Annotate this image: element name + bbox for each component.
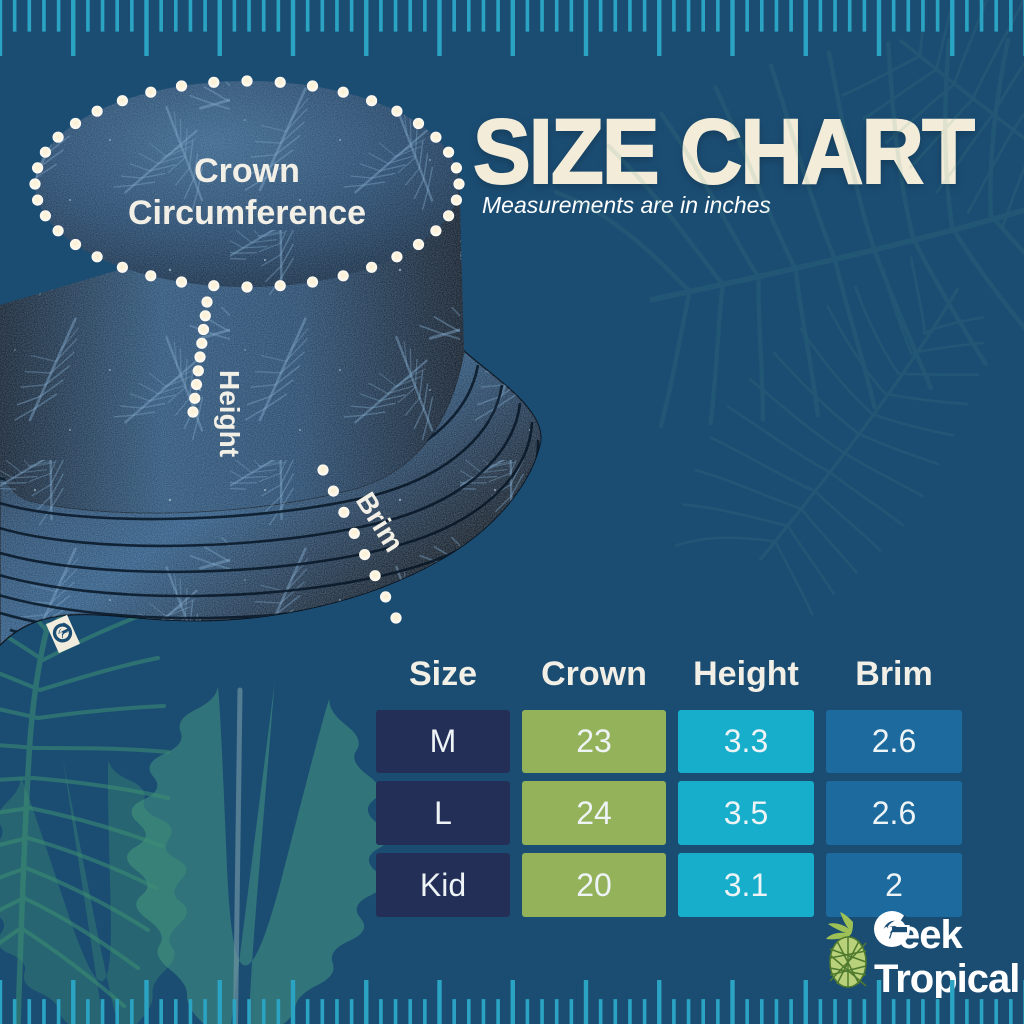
svg-text:Tropical: Tropical: [874, 957, 1019, 998]
